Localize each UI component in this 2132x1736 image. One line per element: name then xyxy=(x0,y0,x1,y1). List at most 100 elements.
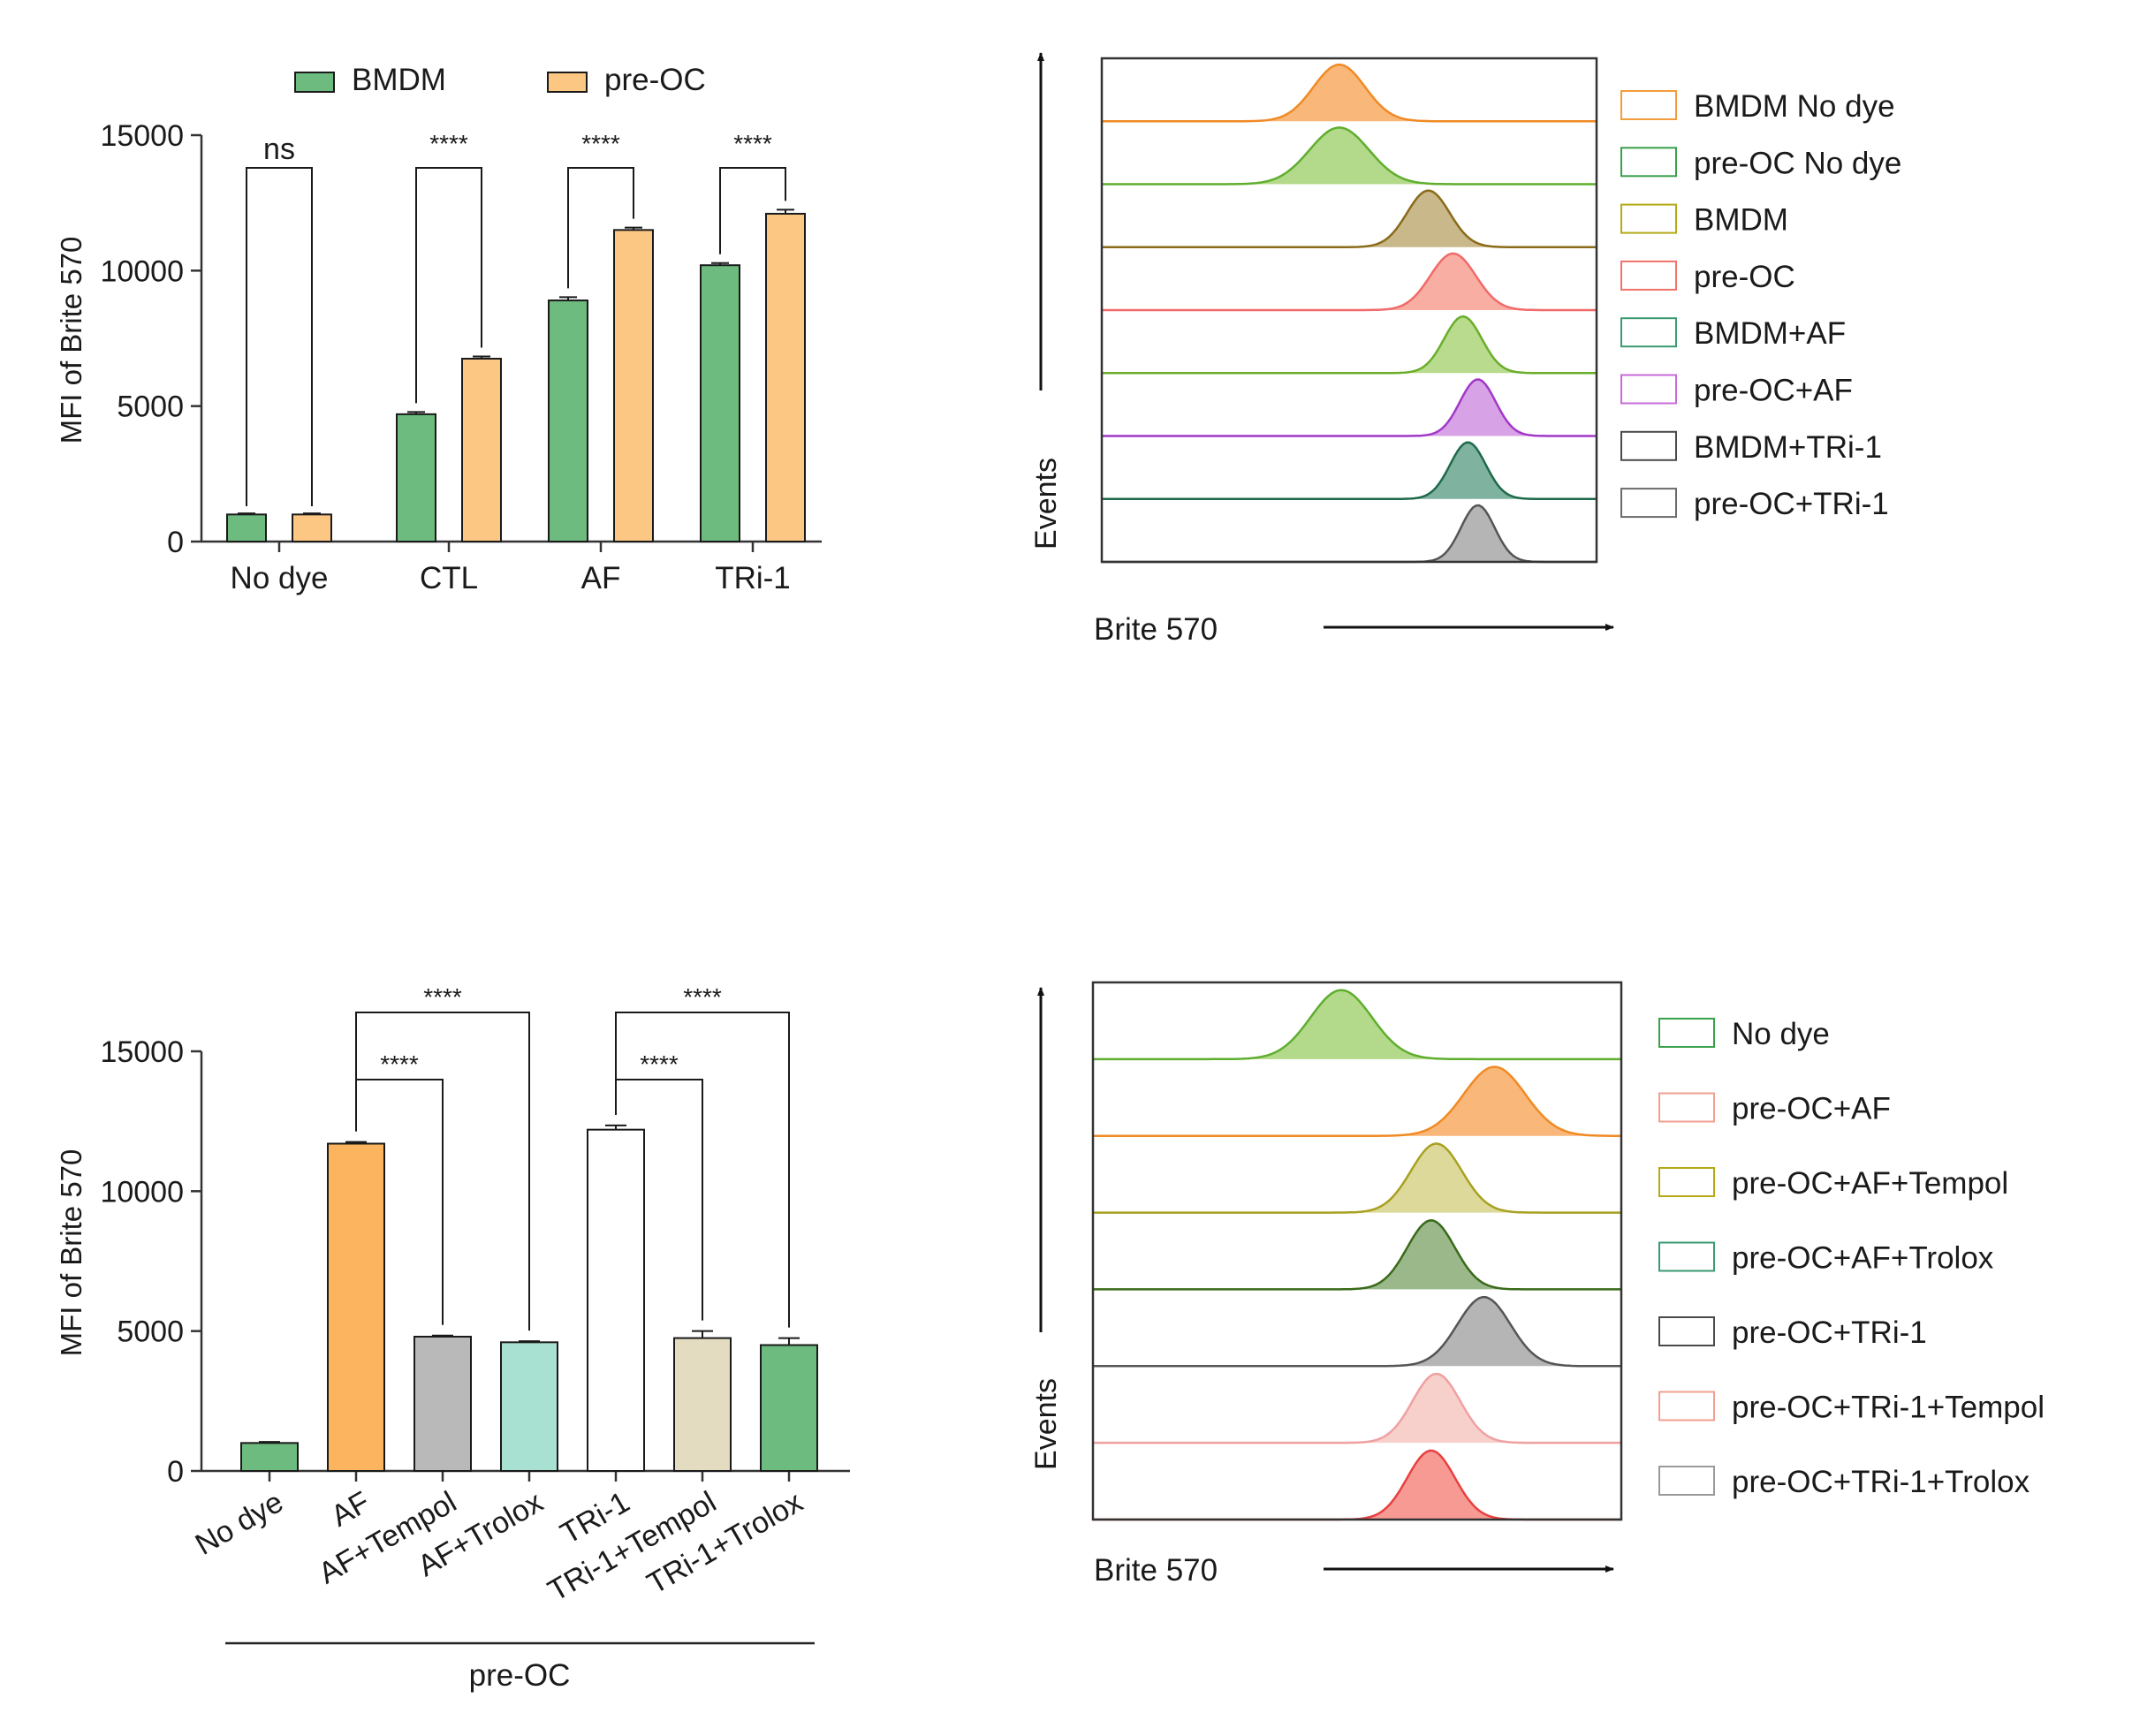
legend-swatch-pre-oc-no-dye xyxy=(1620,147,1677,178)
legend-swatch-pre-oc-tri-1-trolox xyxy=(1658,1466,1715,1496)
bar-bmdm-af xyxy=(548,299,588,542)
significance-bracket xyxy=(415,167,482,404)
legend-label-pre-oc-af: pre-OC+AF xyxy=(1732,1092,1891,1126)
histogram-fill-no-dye xyxy=(1093,989,1621,1059)
legend-label-pre-oc: pre-OC xyxy=(604,63,706,97)
bar-pre-oc-no-dye xyxy=(292,513,332,542)
legend-label-pre-oc-tri-1-tempol: pre-OC+TRi-1+Tempol xyxy=(1732,1391,2045,1425)
histogram-fill-pre-oc-tri-1-tempol xyxy=(1093,1374,1621,1444)
significance-label: **** xyxy=(423,983,462,1011)
legend-swatch-pre-oc-tri-1-tempol xyxy=(1658,1391,1715,1421)
bar-chart-cell-types: BMDM pre-OC MFI of Brite 570 0 5000 10000 1… xyxy=(55,63,822,595)
legend-label-pre-oc: pre-OC xyxy=(1694,260,1795,294)
significance-label: **** xyxy=(429,130,468,157)
legend-label-pre-oc-tri-1-trolox: pre-OC+TRi-1+Trolox xyxy=(1732,1465,2030,1499)
histogram-trace-pre-oc-af xyxy=(1102,378,1597,437)
legend-label-pre-oc-tri-1: pre-OC+TRi-1 xyxy=(1732,1315,1927,1350)
histogram-frame xyxy=(1091,981,1623,1521)
significance-label: **** xyxy=(733,130,772,157)
x-axis-label: Brite 570 xyxy=(1094,612,1218,647)
y-tick-label: 0 xyxy=(167,1455,184,1489)
histogram-fill-bmdm xyxy=(1102,190,1597,247)
x-tick-label-af: AF xyxy=(325,1485,376,1534)
legend-label-pre-oc-tri-1: pre-OC+TRi-1 xyxy=(1694,487,1889,521)
legend-label-bmdm-no-dye: BMDM No dye xyxy=(1694,89,1895,124)
bar-tri-1-tempol xyxy=(673,1337,732,1473)
legend-label-bmdm-af: BMDM+AF xyxy=(1694,316,1846,351)
histogram-trace-bmdm-af xyxy=(1102,315,1597,375)
significance-label: ns xyxy=(263,133,295,166)
legend-label-no-dye: No dye xyxy=(1732,1017,1830,1051)
histogram-fill-pre-oc-tri-1-trolox xyxy=(1093,1450,1621,1520)
significance-label: **** xyxy=(640,1050,679,1078)
histogram-fill-pre-oc xyxy=(1102,254,1597,310)
x-tick-label-no-dye: No dye xyxy=(190,1485,289,1562)
bar-bmdm-no-dye xyxy=(226,513,267,542)
significance-label: **** xyxy=(581,130,620,157)
legend-swatch-bmdm-af xyxy=(1620,317,1677,348)
histogram-legend: No dye pre-OC+AF pre-OC+AF+Tempol pre-OC+AF… xyxy=(1658,1017,2045,1499)
legend-swatch-pre-oc xyxy=(1620,260,1677,291)
bar-tri-1 xyxy=(587,1128,645,1472)
y-axis-label: Events xyxy=(1029,458,1063,550)
bar-bmdm-ctl xyxy=(396,413,436,542)
histogram-fill-pre-oc-af-tempol xyxy=(1093,1143,1621,1213)
histogram-trace-pre-oc-tri-1-trolox xyxy=(1093,1449,1621,1521)
significance-label: **** xyxy=(380,1050,419,1078)
histogram-panel-cell-types: Events Brite 570 BMDM No dye pre-OC No dy… xyxy=(1029,52,1901,647)
y-tick-label: 10000 xyxy=(100,254,184,288)
histogram-fill-pre-oc-af xyxy=(1102,379,1597,436)
bar-af-tempol xyxy=(414,1336,472,1472)
significance-bracket xyxy=(246,167,313,506)
histogram-legend: BMDM No dye pre-OC No dye BMDM pre-OC BMDM+A… xyxy=(1620,89,1901,521)
histogram-trace-pre-oc-tri-1-tempol xyxy=(1093,1372,1621,1444)
significance-bracket xyxy=(355,1012,530,1331)
legend-label-pre-oc-af: pre-OC+AF xyxy=(1694,374,1853,408)
legend-swatch-no-dye xyxy=(1658,1018,1715,1048)
histogram-fill-bmdm-tri-1 xyxy=(1102,442,1597,499)
histogram-trace-pre-oc-tri-1 xyxy=(1093,1295,1621,1368)
bar-af-trolox xyxy=(500,1341,558,1473)
histogram-fill-pre-oc-af-trolox xyxy=(1093,1220,1621,1290)
legend-label-pre-oc-no-dye: pre-OC No dye xyxy=(1694,146,1901,180)
legend-swatch-bmdm xyxy=(294,72,335,93)
bar-pre-oc-af xyxy=(613,229,654,542)
histogram-panel-treatments: Events Brite 570 No dye pre-OC+AF pre-OC+A… xyxy=(1029,981,2045,1588)
x-tick-label-af: AF xyxy=(581,561,621,595)
legend-label-bmdm-tri-1: BMDM+TRi-1 xyxy=(1694,430,1882,465)
legend-label-bmdm: BMDM xyxy=(352,63,446,97)
bar-pre-oc-ctl xyxy=(461,358,502,542)
significance-bracket xyxy=(615,1012,790,1328)
legend-swatch-pre-oc-af xyxy=(1620,374,1677,405)
y-tick-label: 15000 xyxy=(100,119,184,153)
x-axis-label: Brite 570 xyxy=(1094,1553,1218,1588)
histogram-fill-pre-oc-af xyxy=(1093,1066,1621,1136)
legend-swatch-pre-oc-af xyxy=(1658,1092,1715,1123)
y-tick-label: 5000 xyxy=(117,390,184,424)
legend-swatch-bmdm xyxy=(1620,203,1677,234)
y-tick-label: 10000 xyxy=(100,1175,184,1209)
legend-swatch-bmdm-no-dye xyxy=(1620,90,1677,120)
histogram-fill-pre-oc-tri-1 xyxy=(1102,505,1597,562)
histogram-trace-bmdm-tri-1 xyxy=(1102,441,1597,501)
histogram-trace-bmdm-no-dye xyxy=(1102,63,1597,123)
bar-tri-1-trolox xyxy=(760,1344,818,1472)
bar-pre-oc-tri-1 xyxy=(765,212,806,543)
y-tick-label: 5000 xyxy=(117,1315,184,1349)
histogram-trace-pre-oc-no-dye xyxy=(1102,126,1597,186)
histogram-frame xyxy=(1100,57,1598,564)
bar-af xyxy=(327,1142,385,1472)
histogram-trace-pre-oc-tri-1 xyxy=(1102,504,1597,564)
y-axis-label: MFI of Brite 570 xyxy=(55,237,87,444)
y-tick-label: 0 xyxy=(167,526,184,559)
legend-swatch-pre-oc-af-trolox xyxy=(1658,1241,1715,1272)
histogram-fill-pre-oc-tri-1 xyxy=(1093,1297,1621,1367)
bar-bmdm-tri-1 xyxy=(700,264,740,542)
histogram-trace-pre-oc-af xyxy=(1093,1065,1621,1137)
legend-swatch-pre-oc xyxy=(547,72,588,93)
significance-label: **** xyxy=(683,983,722,1011)
y-axis-label: MFI of Brite 570 xyxy=(55,1149,87,1357)
legend-label-pre-oc-af-trolox: pre-OC+AF+Trolox xyxy=(1732,1241,1994,1276)
histogram-trace-no-dye xyxy=(1093,989,1621,1061)
legend-label-bmdm: BMDM xyxy=(1694,203,1788,238)
